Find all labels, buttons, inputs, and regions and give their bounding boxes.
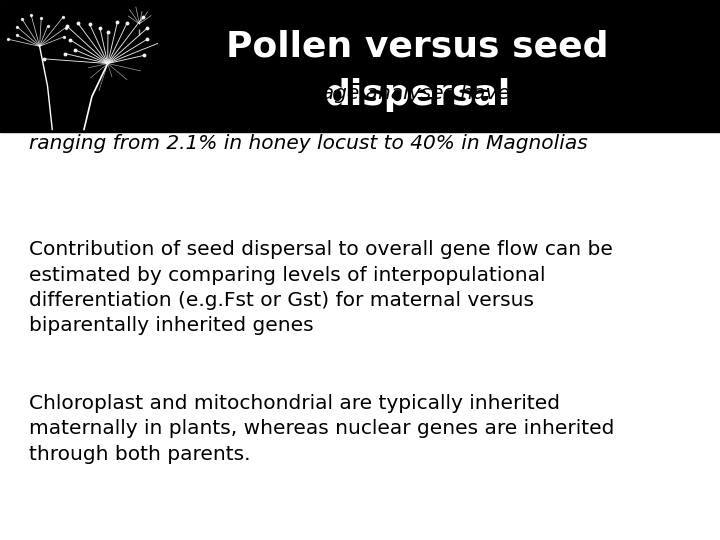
Text: Contribution of seed dispersal to overall gene flow can be
estimated by comparin: Contribution of seed dispersal to overal…: [29, 240, 613, 335]
Text: Chloroplast and mitochondrial are typically inherited
maternally in plants, wher: Chloroplast and mitochondrial are typica…: [29, 394, 614, 464]
Text: Direct estimates from parentage analyses have generally
documented fairly high r: Direct estimates from parentage analyses…: [29, 84, 610, 153]
Text: dispersal: dispersal: [325, 78, 510, 112]
Text: Pollen versus seed: Pollen versus seed: [226, 29, 609, 63]
